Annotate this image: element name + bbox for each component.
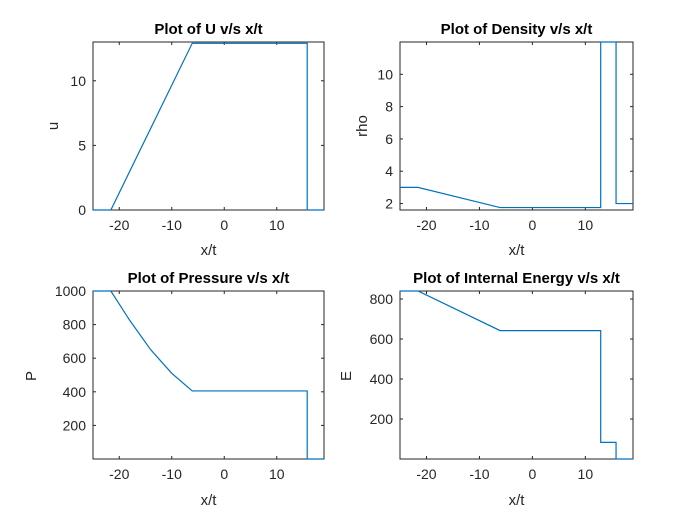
y-tick-label-density: 10 xyxy=(377,66,393,82)
y-tick-label-pressure: 200 xyxy=(63,417,87,433)
x-tick-label-energy: 0 xyxy=(528,466,536,482)
chart-title-pressure: Plot of Pressure v/s x/t xyxy=(128,270,290,287)
y-tick-label-pressure: 600 xyxy=(63,350,87,366)
subplot-density: Plot of Density v/s x/t x/t rho -20 -10 0 1… xyxy=(354,21,634,259)
subplot-energy: Plot of Internal Energy v/s x/t x/t E -2… xyxy=(338,270,634,509)
y-axis-label-energy: E xyxy=(338,371,355,381)
x-tick-label-u: 0 xyxy=(220,217,228,233)
series-line-energy xyxy=(400,290,633,460)
y-tick-label-energy: 200 xyxy=(370,411,394,427)
ticks-density: -20 -10 0 10 2 4 6 8 10 xyxy=(377,42,633,233)
y-tick-label-energy: 800 xyxy=(370,291,394,307)
ticks-pressure: -20 -10 0 10 200 400 600 800 1000 xyxy=(55,283,324,482)
x-axis-label-density: x/t xyxy=(509,242,526,259)
plot-area-u xyxy=(92,41,325,211)
x-tick-label-density: 0 xyxy=(528,217,536,233)
x-axis-label-pressure: x/t xyxy=(201,492,218,509)
y-tick-label-energy: 400 xyxy=(370,371,394,387)
y-tick-label-density: 6 xyxy=(385,131,393,147)
x-axis-label-energy: x/t xyxy=(509,492,526,509)
y-tick-label-pressure: 1000 xyxy=(55,283,86,299)
y-tick-label-u: 10 xyxy=(70,73,86,89)
x-tick-label-energy: -10 xyxy=(469,466,489,482)
x-tick-label-u: 10 xyxy=(269,217,285,233)
x-tick-label-pressure: 10 xyxy=(269,466,285,482)
plot-area-energy xyxy=(399,290,634,460)
x-tick-label-u: -10 xyxy=(162,217,182,233)
subplot-u: Plot of U v/s x/t x/t u -20 -10 0 10 0 5 10 xyxy=(45,21,325,259)
x-tick-label-pressure: -10 xyxy=(162,466,182,482)
x-tick-label-pressure: 0 xyxy=(220,466,228,482)
x-tick-label-density: -20 xyxy=(416,217,436,233)
y-axis-label-pressure: P xyxy=(23,371,40,381)
x-tick-label-energy: 10 xyxy=(578,466,594,482)
y-tick-label-density: 8 xyxy=(385,99,393,115)
series-line-pressure xyxy=(93,290,324,460)
y-axis-label-density: rho xyxy=(354,115,371,137)
x-tick-label-density: -10 xyxy=(469,217,489,233)
plot-area-density xyxy=(399,41,634,211)
series-line-u xyxy=(93,42,324,211)
subplot-pressure: Plot of Pressure v/s x/t x/t P -20 -10 0 10… xyxy=(23,270,325,509)
y-tick-label-density: 4 xyxy=(385,163,393,179)
x-tick-label-energy: -20 xyxy=(416,466,436,482)
chart-title-u: Plot of U v/s x/t xyxy=(154,21,262,38)
y-tick-label-energy: 600 xyxy=(370,331,394,347)
ticks-energy: -20 -10 0 10 200 400 600 800 xyxy=(370,291,633,482)
chart-title-energy: Plot of Internal Energy v/s x/t xyxy=(413,270,620,287)
y-tick-label-density: 2 xyxy=(385,196,393,212)
x-tick-label-u: -20 xyxy=(109,217,129,233)
series-line-density xyxy=(400,41,633,209)
y-tick-label-u: 5 xyxy=(78,137,86,153)
x-tick-label-density: 10 xyxy=(578,217,594,233)
y-axis-label-u: u xyxy=(45,122,62,130)
x-axis-label-u: x/t xyxy=(201,242,218,259)
y-tick-label-pressure: 800 xyxy=(63,317,87,333)
chart-title-density: Plot of Density v/s x/t xyxy=(441,21,593,38)
ticks-u: -20 -10 0 10 0 5 10 xyxy=(70,42,324,233)
y-tick-label-pressure: 400 xyxy=(63,384,87,400)
x-tick-label-pressure: -20 xyxy=(109,466,129,482)
y-tick-label-u: 0 xyxy=(78,202,86,218)
plot-area-pressure xyxy=(92,290,325,460)
